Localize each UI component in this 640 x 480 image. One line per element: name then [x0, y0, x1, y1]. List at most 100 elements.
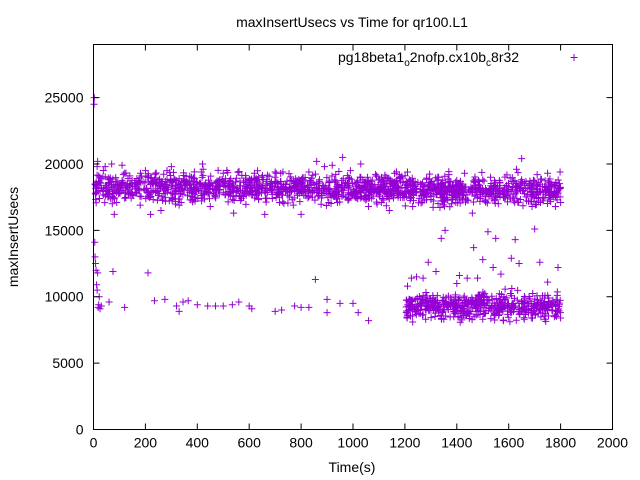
data-point: [450, 296, 458, 304]
data-point: [136, 201, 144, 209]
data-point: [279, 198, 287, 206]
data-point: [278, 191, 286, 199]
data-point: [265, 172, 273, 180]
data-point: [440, 315, 448, 323]
data-point: [412, 308, 420, 316]
data-point: [379, 195, 387, 203]
data-point: [419, 274, 427, 282]
data-point: [439, 193, 447, 201]
data-point: [184, 297, 192, 305]
data-point: [509, 300, 517, 308]
data-point: [285, 193, 293, 201]
data-point: [435, 173, 443, 181]
data-point: [325, 199, 333, 207]
data-point: [314, 192, 322, 200]
x-tick-labels: 0 200 400 600 800 1000 1200 1400 1600 1800 2000: [90, 435, 629, 451]
data-point: [284, 199, 292, 207]
data-point: [259, 176, 267, 184]
data-point: [423, 175, 431, 183]
data-point: [491, 195, 499, 203]
data-point: [104, 180, 112, 188]
data-point: [484, 228, 492, 236]
data-point: [465, 188, 473, 196]
data-point: [410, 182, 418, 190]
data-point: [132, 188, 140, 196]
data-point: [432, 300, 440, 308]
data-point: [427, 179, 435, 187]
data-point: [93, 171, 101, 179]
data-point: [261, 187, 269, 195]
data-point: [556, 180, 564, 188]
data-point: [261, 210, 269, 218]
data-point: [555, 301, 563, 309]
data-point: [285, 170, 293, 178]
data-point: [306, 176, 314, 184]
data-point: [442, 185, 450, 193]
data-point: [522, 311, 530, 319]
data-point: [225, 179, 233, 187]
data-point: [293, 191, 301, 199]
data-point: [151, 170, 159, 178]
data-point: [544, 300, 552, 308]
data-point: [268, 182, 276, 190]
data-point: [298, 179, 306, 187]
data-point: [455, 272, 463, 279]
data-point: [433, 184, 441, 192]
data-point: [479, 176, 487, 184]
data-point: [432, 268, 440, 276]
data-point: [552, 193, 560, 201]
data-point: [228, 301, 236, 309]
data-point: [409, 202, 417, 210]
data-point: [99, 167, 107, 175]
data-point: [324, 194, 332, 202]
data-point: [406, 297, 414, 305]
data-point: [372, 170, 380, 178]
data-point: [262, 198, 270, 206]
data-point: [199, 171, 207, 179]
data-point: [414, 179, 422, 187]
data-point: [221, 175, 229, 183]
data-point: [175, 307, 183, 315]
data-point: [474, 177, 482, 185]
data-point: [441, 172, 449, 180]
data-point: [93, 281, 101, 289]
data-point: [211, 302, 219, 310]
data-point: [479, 288, 487, 296]
data-point: [209, 182, 217, 190]
data-point: [536, 306, 544, 314]
data-point: [429, 203, 437, 211]
data-point: [333, 183, 341, 191]
data-point: [219, 302, 227, 310]
data-point: [122, 169, 130, 177]
data-point: [537, 175, 545, 183]
data-point: [555, 185, 563, 193]
data-point: [431, 312, 439, 320]
data-point: [505, 183, 513, 191]
data-point: [229, 196, 237, 204]
data-point: [155, 176, 163, 184]
data-point: [245, 175, 253, 183]
data-point: [349, 299, 357, 307]
data-point: [300, 183, 308, 191]
data-point: [491, 302, 499, 310]
data-point: [97, 175, 105, 183]
data-point: [335, 167, 343, 175]
data-point: [549, 306, 557, 314]
data-point: [148, 180, 156, 188]
data-point: [198, 197, 206, 205]
data-point: [467, 299, 475, 307]
data-point: [445, 171, 453, 179]
data-point: [541, 292, 549, 300]
data-point: [354, 309, 362, 317]
data-point: [492, 192, 500, 200]
data-point: [339, 153, 347, 161]
data-point: [556, 168, 564, 176]
axis-ticks: [93, 44, 613, 430]
data-point: [141, 167, 149, 175]
y-tick-labels: 0 5000 10000 15000 20000 25000: [45, 90, 84, 438]
data-point: [541, 177, 549, 185]
data-point: [437, 234, 445, 242]
data-point: [494, 200, 502, 208]
data-point: [410, 304, 418, 312]
